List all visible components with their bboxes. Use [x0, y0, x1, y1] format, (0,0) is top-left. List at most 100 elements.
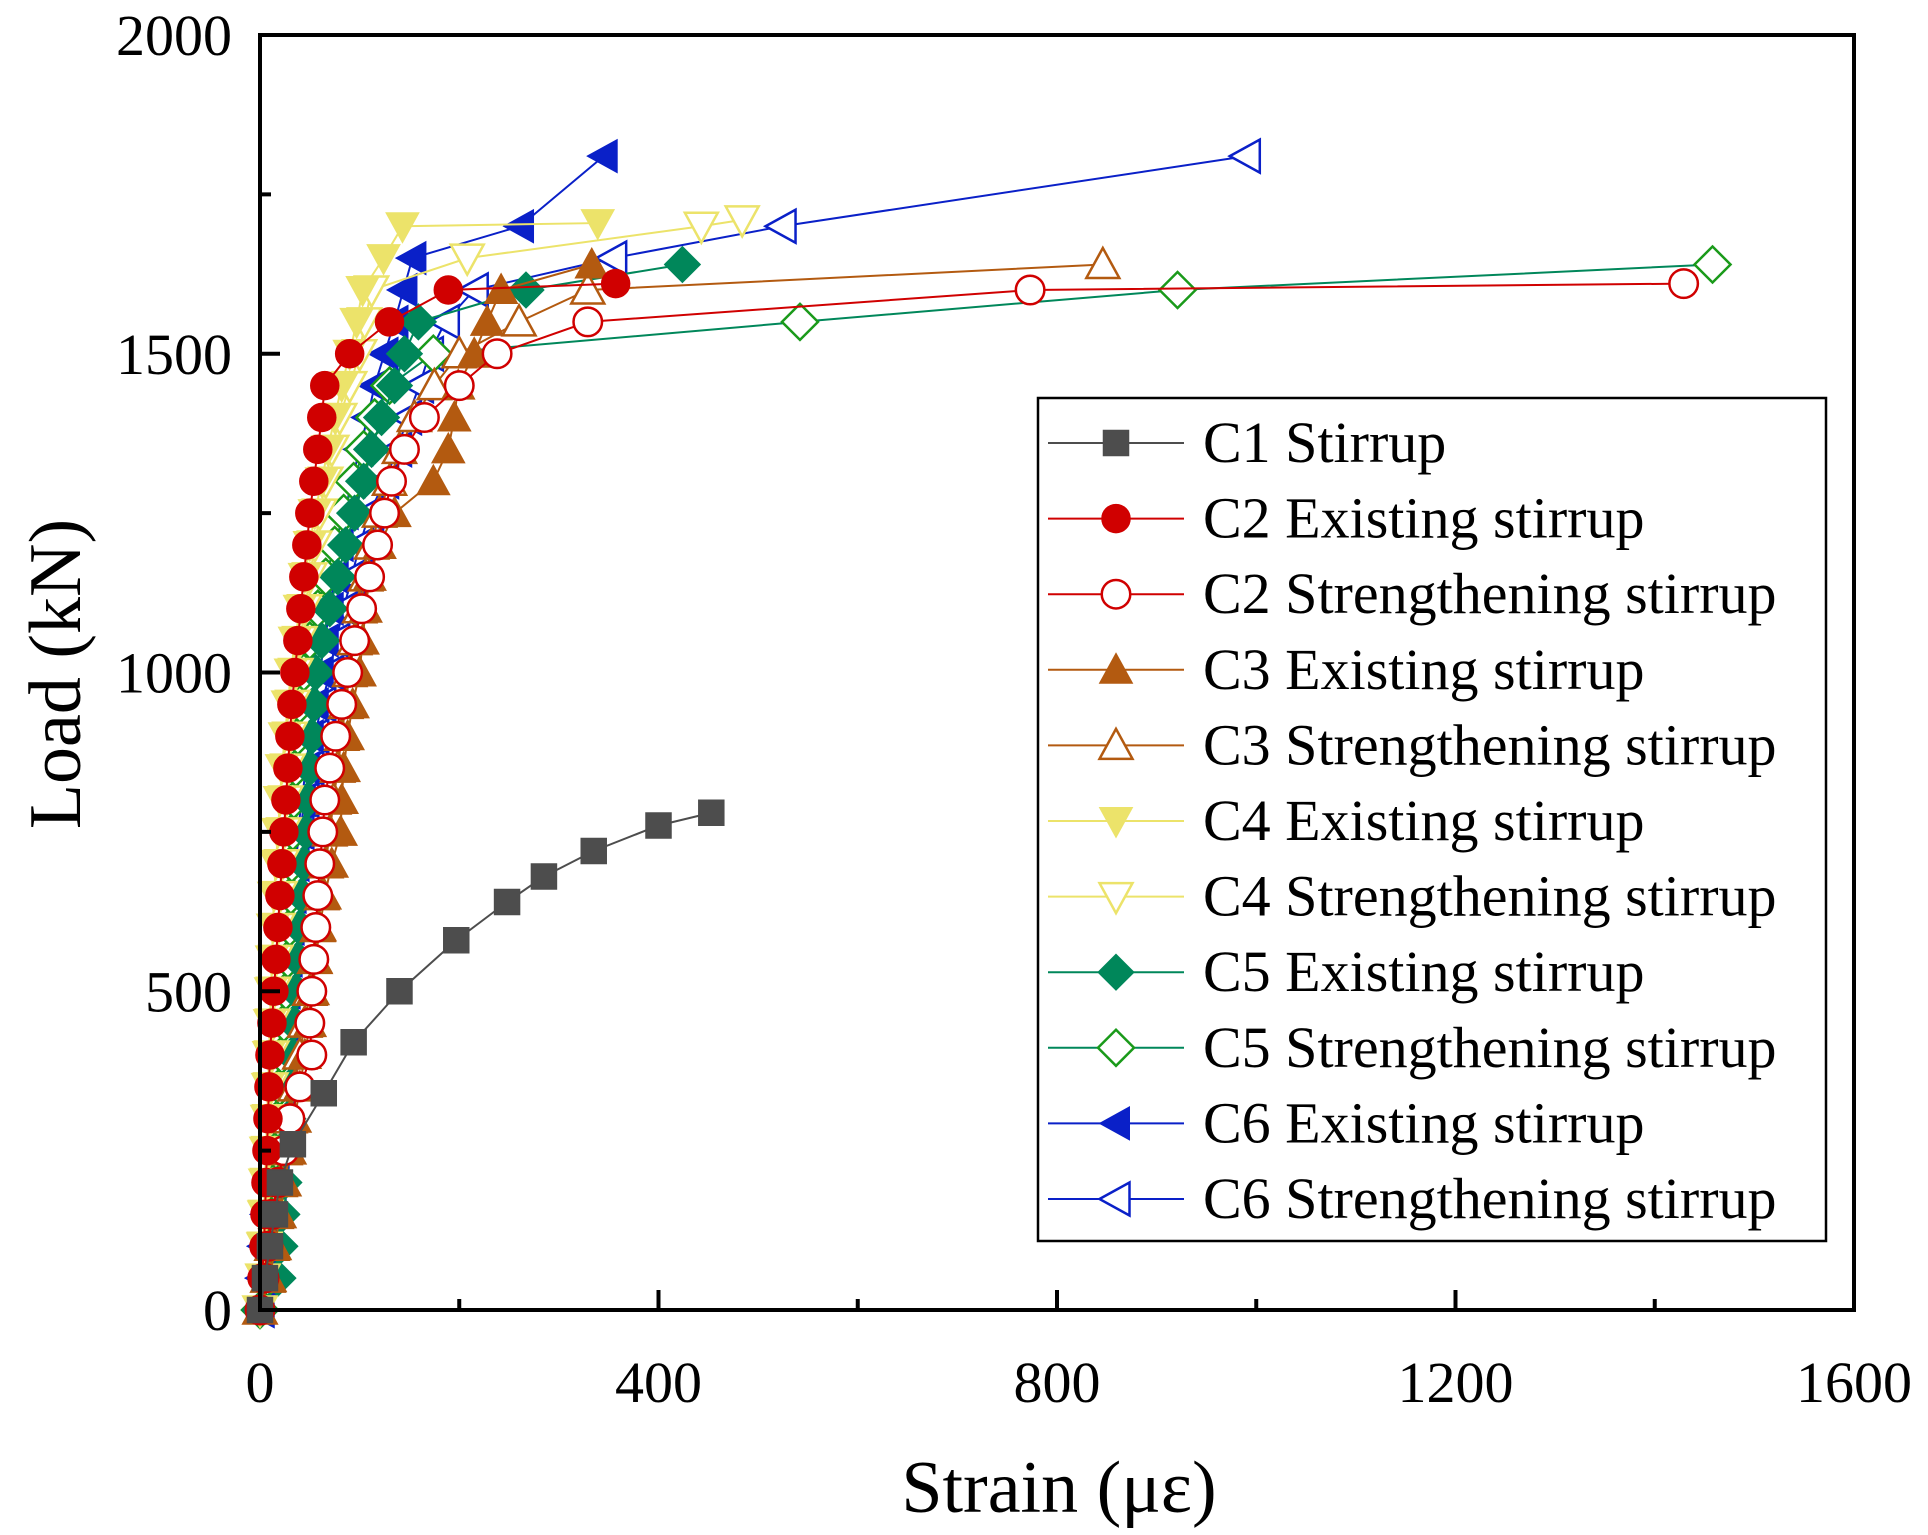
data-point: [362, 529, 394, 561]
data-point: [299, 466, 329, 496]
data-point: [663, 245, 702, 284]
legend-item-c3-strengthening-stirrup: C3 Strengthening stirrup: [1048, 712, 1777, 777]
data-point: [600, 268, 631, 299]
data-point: [279, 1131, 307, 1158]
data-point: [334, 339, 365, 369]
data-point: [385, 272, 418, 308]
data-point: [1668, 268, 1700, 300]
data-point: [289, 562, 319, 592]
data-point: [310, 1080, 338, 1107]
data-point: [273, 753, 303, 783]
data-point: [265, 880, 295, 911]
data-point: [271, 785, 301, 815]
legend-label: C4 Strengthening stirrup: [1203, 864, 1777, 929]
data-point: [433, 275, 464, 305]
x-tick-label: 800: [1014, 1350, 1101, 1415]
data-point: [362, 398, 401, 437]
data-point: [266, 1169, 294, 1196]
y-axis-title: Load (kN): [15, 519, 97, 829]
legend-marker: [1097, 953, 1135, 991]
data-point: [448, 243, 486, 278]
data-point: [416, 463, 451, 496]
data-point: [366, 244, 401, 276]
data-point: [302, 880, 334, 912]
legend: C1 Stirrup C2 Existing stirrup C2 Strength…: [1036, 396, 1828, 1243]
legend-marker: [1102, 429, 1130, 457]
data-point: [296, 1039, 328, 1071]
data-point: [251, 1264, 279, 1292]
legend-box: [1036, 396, 1828, 1243]
data-point: [415, 366, 453, 401]
data-point: [481, 338, 513, 370]
legend-marker: [1100, 578, 1132, 610]
data-point: [500, 302, 538, 337]
legend-label: C2 Existing stirrup: [1203, 486, 1644, 551]
data-point: [314, 752, 346, 784]
data-point: [339, 307, 374, 340]
data-point: [307, 816, 339, 848]
data-point: [376, 465, 408, 497]
data-point: [443, 927, 470, 954]
legend-item-c1-stirrup: C1 Stirrup: [1048, 410, 1446, 475]
data-point: [723, 205, 761, 239]
data-point: [682, 211, 720, 246]
legend-marker: [1097, 726, 1135, 761]
legend-label: C2 Strengthening stirrup: [1203, 561, 1777, 626]
data-point: [304, 848, 336, 880]
data-point: [346, 593, 378, 625]
legend-item-c4-strengthening-stirrup: C4 Strengthening stirrup: [1048, 864, 1777, 929]
data-point: [1692, 244, 1733, 285]
data-point: [1227, 137, 1262, 175]
legend-marker: [1101, 503, 1131, 534]
legend-marker: [1096, 1028, 1136, 1068]
data-point: [275, 721, 305, 751]
data-point: [430, 431, 466, 464]
legend-marker: [1098, 1106, 1130, 1141]
data-point: [269, 817, 299, 847]
data-point: [399, 303, 438, 341]
data-point: [469, 304, 505, 336]
data-point: [374, 307, 405, 337]
data-point: [340, 1029, 367, 1056]
data-point: [319, 558, 357, 596]
data-point: [388, 433, 420, 465]
legend-label: C3 Existing stirrup: [1203, 637, 1644, 702]
data-point: [698, 799, 725, 826]
data-point: [569, 270, 607, 305]
data-point: [296, 975, 328, 1007]
data-point: [354, 561, 386, 593]
data-point: [408, 402, 440, 433]
legend-label: C5 Existing stirrup: [1203, 939, 1644, 1004]
data-point: [780, 302, 820, 342]
data-point: [292, 530, 322, 560]
legend-marker: [1097, 881, 1135, 916]
y-tick-label: 0: [203, 1278, 232, 1343]
data-point: [1084, 245, 1122, 280]
legend-item-c4-existing-stirrup: C4 Existing stirrup: [1048, 788, 1644, 853]
data-point: [263, 912, 293, 943]
data-point: [283, 625, 313, 656]
axes-layer: 0 400 800 1200 1600 0 500 1000 1500 2000: [116, 3, 1912, 1415]
data-point: [339, 625, 371, 657]
data-point: [267, 849, 297, 879]
data-point: [385, 335, 424, 373]
data-point: [280, 657, 310, 688]
data-point: [502, 208, 535, 244]
x-tick-label: 1600: [1796, 1350, 1912, 1415]
legend-label: C6 Existing stirrup: [1203, 1090, 1644, 1155]
legend-item-c2-existing-stirrup: C2 Existing stirrup: [1048, 486, 1644, 551]
legend-item-c6-existing-stirrup: C6 Existing stirrup: [1048, 1090, 1644, 1155]
data-point: [300, 912, 332, 943]
data-point: [277, 689, 307, 720]
data-point: [1157, 270, 1198, 310]
data-point: [574, 246, 610, 279]
data-point: [255, 1040, 285, 1070]
data-point: [352, 430, 391, 469]
data-point: [326, 688, 358, 720]
data-point: [310, 370, 340, 401]
data-point: [593, 239, 628, 277]
data-point: [586, 138, 618, 174]
data-point: [286, 594, 316, 624]
data-point: [580, 209, 616, 241]
data-point: [375, 366, 414, 405]
